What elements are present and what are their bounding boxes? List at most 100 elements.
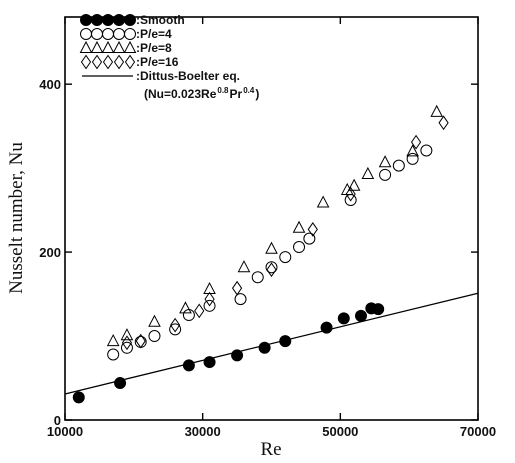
point-p-e-16 — [121, 335, 133, 351]
x-tick-label: 10000 — [47, 424, 83, 439]
equation-main: (Nu=0.023Re — [144, 87, 217, 101]
point-smooth — [203, 356, 216, 369]
point-p-e-4 — [379, 168, 392, 181]
x-tick-label: 50000 — [322, 424, 358, 439]
legend-label-smooth: :Smooth — [136, 13, 185, 27]
point-p-e-4 — [392, 159, 405, 172]
legend-label-dittus-boelter-eq: :Dittus-Boelter eq. — [136, 69, 240, 83]
y-axis-label: Nusselt number, Nu — [6, 142, 27, 294]
dittus-boelter-line — [64, 292, 479, 395]
plot-frame — [64, 16, 479, 421]
point-p-e-16 — [135, 333, 146, 349]
point-p-e-16 — [194, 303, 205, 319]
equation-exponent-pr: 0.4 — [243, 86, 255, 95]
point-smooth — [114, 377, 127, 390]
fit-lines — [64, 292, 479, 395]
legend-symbol-p-e-4 — [91, 28, 103, 40]
legend-symbol-p-e-8 — [112, 40, 126, 53]
point-p-e-16 — [438, 115, 449, 131]
equation-pr: Pr — [230, 87, 243, 101]
tick-labels: 10000 30000 50000 70000 0 200 400 — [39, 77, 496, 439]
x-tick-label: 30000 — [185, 424, 221, 439]
plot-frame-group — [64, 16, 479, 421]
point-p-e-8 — [316, 195, 330, 208]
point-p-e-8 — [203, 281, 216, 295]
legend-symbol-smooth — [91, 14, 103, 26]
point-p-e-4 — [420, 144, 433, 157]
point-p-e-8 — [179, 301, 192, 314]
point-p-e-8 — [237, 260, 251, 273]
y-tick-label: 0 — [54, 413, 61, 428]
legend-label-p-e-4: :P/e=4 — [136, 27, 172, 41]
point-smooth — [279, 335, 292, 348]
legend: :Smooth:P/e=4:P/e=8:P/e=16:Dittus-Boelte… — [79, 13, 259, 101]
point-p-e-4 — [148, 330, 161, 343]
data-marks — [72, 104, 449, 404]
point-p-e-4 — [251, 271, 264, 284]
point-p-e-4 — [293, 241, 306, 254]
legend-symbol-smooth — [113, 14, 125, 26]
x-axis-label: Re — [260, 439, 281, 460]
legend-symbol-p-e-4 — [124, 28, 136, 40]
legend-symbol-p-e-4 — [102, 28, 114, 40]
legend-symbol-p-e-4 — [80, 28, 92, 40]
point-smooth — [72, 391, 85, 404]
legend-symbol-p-e-16 — [80, 54, 92, 70]
point-smooth — [354, 309, 367, 322]
point-smooth — [320, 321, 333, 334]
equation-exponent-re: 0.8 — [217, 86, 229, 95]
legend-symbol-smooth — [124, 14, 136, 26]
point-p-e-4 — [303, 232, 316, 245]
legend-symbol-p-e-8 — [79, 40, 93, 53]
point-p-e-16 — [307, 222, 318, 237]
point-p-e-16 — [231, 280, 243, 296]
legend-symbol-p-e-8 — [90, 40, 104, 53]
point-p-e-8 — [347, 178, 361, 191]
point-p-e-16 — [266, 262, 277, 278]
point-smooth — [231, 349, 244, 362]
point-p-e-8 — [148, 314, 161, 327]
y-tick-label: 400 — [39, 77, 61, 92]
point-p-e-4 — [182, 309, 195, 322]
legend-symbol-p-e-16 — [113, 54, 125, 70]
point-p-e-4 — [279, 251, 292, 264]
point-p-e-8 — [106, 334, 120, 347]
point-p-e-8 — [430, 104, 444, 117]
point-p-e-8 — [265, 241, 278, 254]
point-p-e-8 — [292, 220, 306, 233]
point-smooth — [372, 303, 385, 316]
point-p-e-4 — [169, 323, 182, 336]
legend-symbol-p-e-4 — [113, 28, 125, 40]
point-p-e-16 — [170, 317, 181, 333]
point-p-e-16 — [204, 291, 215, 307]
legend-symbol-p-e-16 — [102, 54, 114, 70]
y-tick-label: 200 — [39, 245, 61, 260]
point-p-e-16 — [410, 134, 422, 150]
legend-symbol-p-e-16 — [124, 54, 136, 70]
point-p-e-8 — [406, 144, 419, 157]
legend-symbol-p-e-16 — [91, 54, 103, 70]
point-p-e-8 — [378, 155, 392, 168]
legend-symbol-smooth — [80, 14, 92, 26]
point-smooth — [258, 341, 271, 354]
point-smooth — [182, 359, 195, 372]
legend-label-p-e-16: :P/e=16 — [136, 55, 179, 69]
point-smooth — [337, 312, 350, 325]
point-p-e-4 — [406, 152, 419, 165]
point-p-e-16 — [345, 186, 356, 202]
point-p-e-8 — [120, 328, 134, 341]
axis-ticks — [64, 17, 479, 421]
point-p-e-4 — [107, 348, 120, 361]
point-p-e-4 — [265, 261, 278, 274]
point-p-e-4 — [234, 293, 247, 306]
equation-close: ) — [255, 87, 259, 101]
legend-symbol-p-e-8 — [101, 40, 115, 53]
point-p-e-4 — [203, 299, 216, 312]
point-p-e-8 — [361, 166, 375, 180]
x-tick-label: 70000 — [460, 424, 496, 439]
legend-label-p-e-8: :P/e=8 — [136, 41, 172, 55]
legend-symbol-p-e-8 — [123, 40, 137, 53]
legend-symbol-smooth — [102, 14, 114, 26]
point-p-e-4 — [120, 341, 133, 354]
